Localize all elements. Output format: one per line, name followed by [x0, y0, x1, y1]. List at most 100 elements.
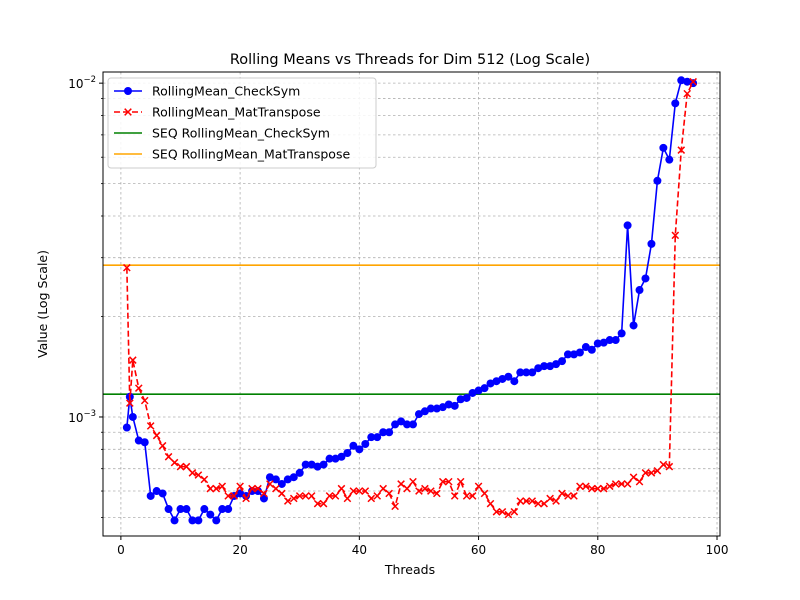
- x-tick-label: 80: [590, 543, 605, 557]
- data-point: [146, 422, 155, 430]
- data-point: [289, 473, 298, 482]
- data-point: [611, 336, 620, 345]
- data-point: [468, 492, 477, 500]
- data-point: [462, 393, 471, 402]
- data-point: [617, 480, 626, 488]
- data-point: [385, 489, 393, 498]
- data-point: [307, 492, 316, 500]
- legend-swatch-marker: [124, 108, 132, 116]
- data-point: [409, 477, 417, 486]
- data-point: [474, 482, 483, 491]
- data-point: [403, 420, 412, 429]
- data-point: [582, 482, 590, 491]
- data-point: [480, 384, 489, 393]
- data-point: [438, 477, 447, 486]
- data-point: [170, 516, 179, 525]
- data-point: [140, 396, 149, 405]
- data-point: [397, 417, 406, 426]
- data-point: [349, 441, 358, 450]
- data-point: [599, 338, 608, 347]
- data-point: [563, 350, 572, 359]
- data-point: [629, 321, 638, 330]
- y-tick-label: 10−3: [68, 409, 96, 425]
- data-point: [212, 516, 221, 525]
- x-axis-label: Threads: [384, 562, 435, 577]
- data-point: [641, 469, 650, 477]
- data-point: [123, 263, 131, 272]
- data-point: [665, 462, 674, 471]
- data-point: [677, 146, 686, 154]
- data-point: [456, 395, 465, 404]
- x-tick-label: 20: [232, 543, 247, 557]
- data-point: [456, 477, 465, 486]
- data-point: [462, 492, 471, 500]
- data-point: [325, 454, 334, 463]
- x-tick-label: 0: [117, 543, 125, 557]
- data-point: [552, 497, 560, 505]
- data-point: [540, 362, 549, 371]
- data-point: [415, 487, 423, 495]
- data-point: [522, 497, 531, 505]
- data-point: [629, 473, 638, 482]
- data-point: [272, 484, 280, 493]
- data-point: [283, 497, 292, 505]
- data-point: [677, 76, 686, 85]
- data-point: [426, 404, 435, 413]
- data-point: [421, 484, 429, 493]
- legend: RollingMean_CheckSym RollingMean_MatTrans…: [107, 77, 377, 169]
- legend-label: SEQ RollingMean_MatTranspose: [152, 147, 350, 162]
- data-point: [128, 412, 137, 421]
- data-point: [301, 460, 310, 469]
- data-point: [450, 492, 459, 500]
- series-group: [122, 76, 698, 525]
- y-tick-label: 10−2: [68, 75, 96, 91]
- data-point: [450, 401, 459, 410]
- data-point: [564, 492, 572, 500]
- data-point: [236, 482, 244, 491]
- data-point: [671, 99, 680, 108]
- data-point: [540, 499, 548, 508]
- data-point: [588, 484, 596, 493]
- data-point: [665, 155, 674, 164]
- data-point: [188, 516, 197, 525]
- data-point: [576, 482, 584, 491]
- data-point: [516, 368, 525, 377]
- data-point: [486, 499, 495, 508]
- data-point: [391, 502, 399, 511]
- data-point: [146, 491, 155, 500]
- data-point: [266, 480, 274, 488]
- data-point: [373, 492, 382, 500]
- legend-label: RollingMean_CheckSym: [152, 84, 300, 99]
- data-point: [158, 489, 167, 498]
- data-point: [528, 497, 537, 505]
- data-point: [349, 487, 358, 495]
- data-point: [224, 492, 233, 500]
- data-point: [319, 499, 328, 508]
- data-point: [587, 345, 596, 354]
- data-point: [254, 484, 262, 493]
- data-point: [122, 423, 131, 432]
- data-point: [391, 420, 400, 429]
- data-point: [516, 497, 525, 505]
- data-point: [492, 507, 501, 516]
- data-point: [534, 499, 543, 508]
- data-point: [647, 239, 656, 248]
- legend-label: RollingMean_MatTranspose: [152, 105, 321, 120]
- data-point: [546, 494, 554, 503]
- data-point: [325, 492, 334, 500]
- data-point: [444, 477, 453, 486]
- data-point: [176, 505, 185, 514]
- data-point: [385, 428, 394, 437]
- data-point: [134, 384, 143, 392]
- data-point: [164, 505, 173, 514]
- data-point: [552, 360, 561, 369]
- data-point: [343, 494, 352, 503]
- data-point: [206, 484, 215, 493]
- data-point: [188, 469, 197, 477]
- data-point: [295, 468, 304, 477]
- data-point: [206, 510, 215, 519]
- data-point: [558, 489, 566, 498]
- data-point: [647, 469, 656, 477]
- data-point: [528, 368, 537, 377]
